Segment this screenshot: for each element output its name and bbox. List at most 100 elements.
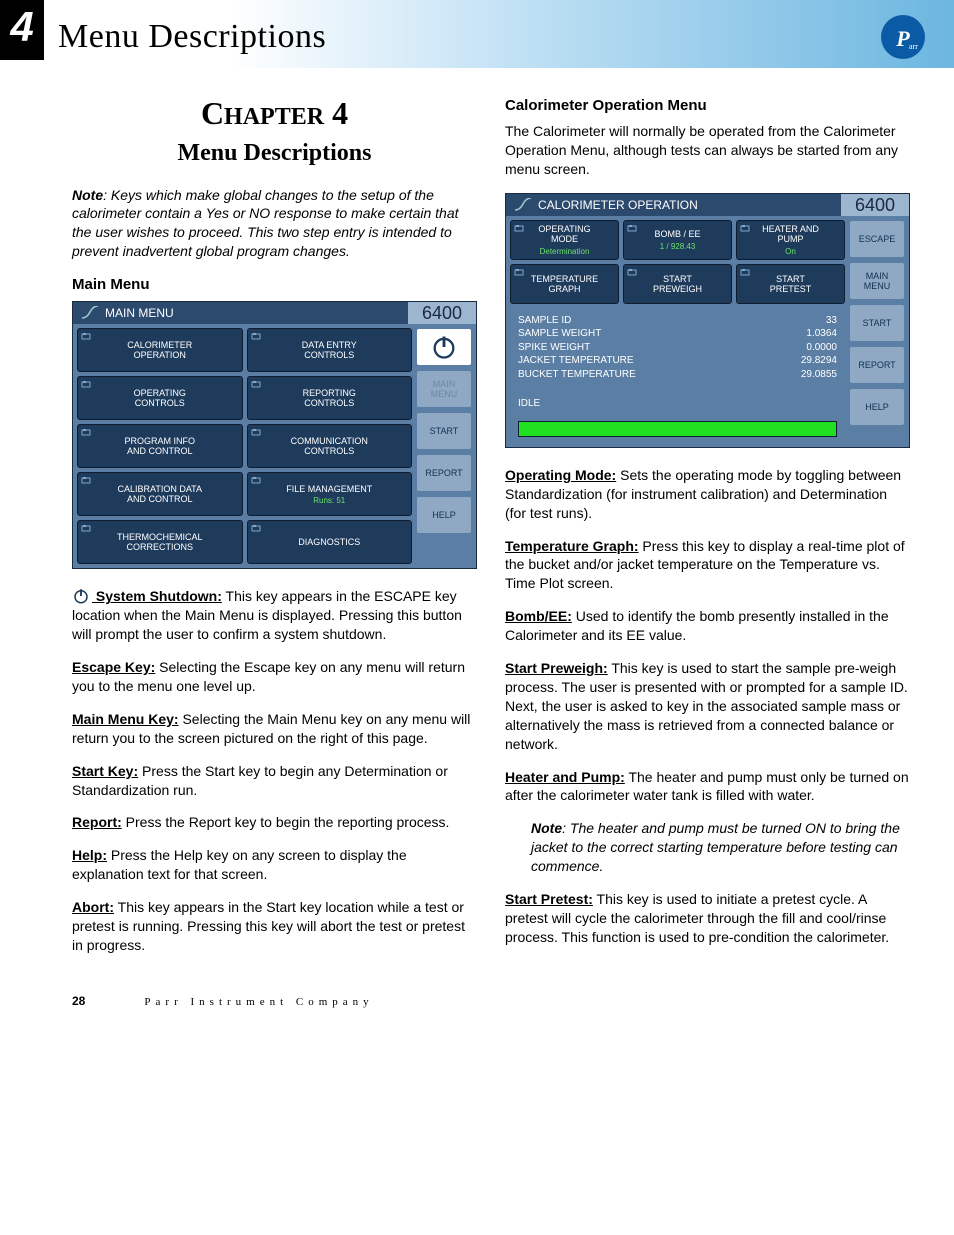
menu-button[interactable]: DATA ENTRYCONTROLS — [247, 328, 413, 372]
model-badge: 6400 — [841, 194, 909, 216]
curve-icon — [81, 306, 99, 320]
definition: System Shutdown: This key appears in the… — [72, 587, 477, 644]
definition: Operating Mode: Sets the operating mode … — [505, 466, 910, 523]
page-footer: 28 Parr Instrument Company — [0, 987, 954, 1030]
term: Operating Mode: — [505, 467, 616, 483]
side-button-start[interactable]: START — [416, 412, 472, 450]
page-header: 4 Menu Descriptions P arr — [0, 0, 954, 68]
definition: Report: Press the Report key to begin th… — [72, 813, 477, 832]
data-value: 1.0364 — [806, 327, 837, 341]
main-menu-screenshot: MAIN MENU 6400 CALORIMETEROPERATIONDATA … — [72, 301, 477, 569]
screen-titlebar: CALORIMETER OPERATION 6400 — [506, 194, 909, 216]
menu-button[interactable]: PROGRAM INFOAND CONTROL — [77, 424, 243, 468]
side-button-report[interactable]: REPORT — [849, 346, 905, 384]
screen-titlebar: MAIN MENU 6400 — [73, 302, 476, 324]
side-button-main[interactable]: MAINMENU — [416, 370, 472, 408]
menu-button[interactable]: THERMOCHEMICALCORRECTIONS — [77, 520, 243, 564]
data-key: SAMPLE ID — [518, 314, 571, 328]
op-button[interactable]: BOMB / EE1 / 928.43 — [623, 220, 732, 260]
definition-text: Press the Help key on any screen to disp… — [72, 847, 407, 882]
note-heater-pump: Note: The heater and pump must be turned… — [505, 819, 910, 876]
company-name: Parr Instrument Company — [144, 996, 373, 1008]
definition-text: Press the Report key to begin the report… — [122, 814, 450, 830]
term: Start Preweigh: — [505, 660, 608, 676]
calorimeter-op-heading: Calorimeter Operation Menu — [505, 96, 910, 116]
term: Start Key: — [72, 763, 138, 779]
data-key: BUCKET TEMPERATURE — [518, 368, 636, 382]
term: Report: — [72, 814, 122, 830]
calorimeter-op-intro: The Calorimeter will normally be operate… — [505, 122, 910, 179]
menu-button[interactable]: COMMUNICATIONCONTROLS — [247, 424, 413, 468]
term: Help: — [72, 847, 107, 863]
data-key: SPIKE WEIGHT — [518, 341, 590, 355]
screen-title-text: CALORIMETER OPERATION — [538, 197, 698, 213]
side-button-main[interactable]: MAINMENU — [849, 262, 905, 300]
power-icon — [72, 587, 90, 605]
menu-button[interactable]: REPORTINGCONTROLS — [247, 376, 413, 420]
data-key: JACKET TEMPERATURE — [518, 354, 634, 368]
op-button[interactable]: STARTPRETEST — [736, 264, 845, 304]
menu-button[interactable]: CALIBRATION DATAAND CONTROL — [77, 472, 243, 516]
term: Main Menu Key: — [72, 711, 179, 727]
term: Heater and Pump: — [505, 769, 625, 785]
chapter-subtitle: Menu Descriptions — [72, 137, 477, 169]
calorimeter-op-screenshot: CALORIMETER OPERATION 6400 OPERATINGMODE… — [505, 193, 910, 448]
term: Start Pretest: — [505, 891, 593, 907]
term: Escape Key: — [72, 659, 155, 675]
chapter-number-box: 4 — [0, 0, 44, 60]
data-value: 29.8294 — [801, 354, 837, 368]
data-row: SPIKE WEIGHT 0.0000 — [518, 341, 837, 355]
note-text: : Keys which make global changes to the … — [72, 187, 459, 260]
note-label: Note — [72, 187, 103, 203]
parr-logo-icon: P arr — [878, 12, 928, 62]
data-value: 33 — [826, 314, 837, 328]
data-row: JACKET TEMPERATURE 29.8294 — [518, 354, 837, 368]
term: Abort: — [72, 899, 114, 915]
side-button-start[interactable]: START — [849, 304, 905, 342]
menu-button[interactable]: OPERATINGCONTROLS — [77, 376, 243, 420]
side-button-help[interactable]: HELP — [849, 388, 905, 426]
data-row: SAMPLE WEIGHT1.0364 — [518, 327, 837, 341]
data-row: BUCKET TEMPERATURE29.0855 — [518, 368, 837, 382]
note-global-changes: Note: Keys which make global changes to … — [72, 186, 477, 262]
left-column: CHAPTER 4 Menu Descriptions Note: Keys w… — [72, 92, 477, 969]
curve-icon — [514, 198, 532, 212]
op-button[interactable]: TEMPERATUREGRAPH — [510, 264, 619, 304]
data-value: 0.0000 — [806, 341, 837, 355]
model-badge: 6400 — [408, 302, 476, 324]
menu-button[interactable]: FILE MANAGEMENTRuns: 51 — [247, 472, 413, 516]
definition: Start Preweigh: This key is used to star… — [505, 659, 910, 753]
definition: Abort: This key appears in the Start key… — [72, 898, 477, 955]
chapter-title: Menu Descriptions — [58, 14, 326, 60]
right-column: Calorimeter Operation Menu The Calorimet… — [505, 92, 910, 969]
definition: Escape Key: Selecting the Escape key on … — [72, 658, 477, 696]
svg-text:arr: arr — [909, 42, 918, 51]
side-button-report[interactable]: REPORT — [416, 454, 472, 492]
op-button[interactable]: STARTPREWEIGH — [623, 264, 732, 304]
chapter-line: CHAPTER 4 — [72, 92, 477, 135]
op-button[interactable]: HEATER ANDPUMPOn — [736, 220, 845, 260]
op-button[interactable]: OPERATINGMODEDetermination — [510, 220, 619, 260]
definition: Start Key: Press the Start key to begin … — [72, 762, 477, 800]
screen-title-text: MAIN MENU — [105, 305, 174, 321]
definition: Heater and Pump: The heater and pump mus… — [505, 768, 910, 806]
term: System Shutdown: — [92, 588, 222, 604]
power-button[interactable] — [416, 328, 472, 366]
definition: Bomb/EE: Used to identify the bomb prese… — [505, 607, 910, 645]
data-row: SAMPLE ID 33 — [518, 314, 837, 328]
definition: Main Menu Key: Selecting the Main Menu k… — [72, 710, 477, 748]
menu-button[interactable]: DIAGNOSTICS — [247, 520, 413, 564]
page-number: 28 — [72, 994, 85, 1008]
main-menu-heading: Main Menu — [72, 275, 477, 295]
definition: Start Pretest: This key is used to initi… — [505, 890, 910, 947]
side-button-help[interactable]: HELP — [416, 496, 472, 534]
definition: Temperature Graph: Press this key to dis… — [505, 537, 910, 594]
definition: Help: Press the Help key on any screen t… — [72, 846, 477, 884]
side-button-escape[interactable]: ESCAPE — [849, 220, 905, 258]
definition-text: This key appears in the Start key locati… — [72, 899, 465, 953]
idle-status: IDLE — [510, 391, 845, 413]
note-text: : The heater and pump must be turned ON … — [531, 820, 900, 874]
menu-button[interactable]: CALORIMETEROPERATION — [77, 328, 243, 372]
progress-bar — [518, 421, 837, 437]
chapter-heading: CHAPTER 4 Menu Descriptions — [72, 92, 477, 170]
